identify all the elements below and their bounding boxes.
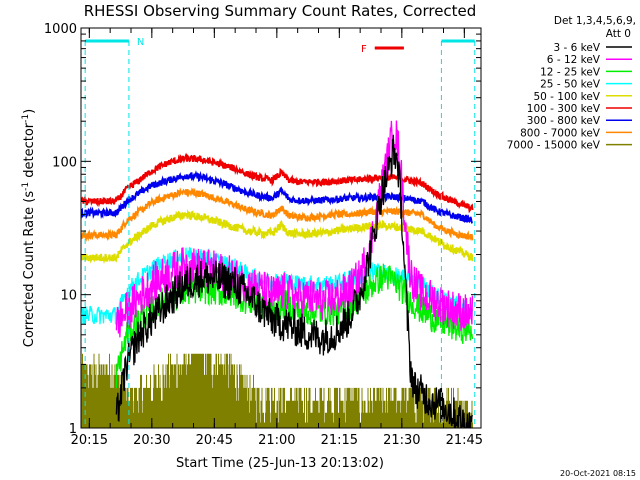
x-tick-label: 20:45 <box>196 433 233 448</box>
x-tick-label: 21:45 <box>446 433 483 448</box>
y-tick-label: 1 <box>69 422 77 437</box>
x-tick-label: 21:15 <box>321 433 358 448</box>
x-tick-label: 21:00 <box>258 433 295 448</box>
series-line-5 <box>81 152 474 214</box>
series-line-6 <box>81 170 474 224</box>
legend-detectors-line1: Det 1,3,4,5,6,9, <box>554 15 636 27</box>
x-tick-label: 20:15 <box>71 433 108 448</box>
x-tick-label: 20:30 <box>133 433 170 448</box>
legend-detectors-line2: Att 0 <box>606 28 631 40</box>
y-tick-label: 1000 <box>44 22 77 37</box>
legend-label-6: 300 - 800 keV <box>527 115 601 127</box>
series-line-0 <box>115 134 474 428</box>
y-tick-label: 100 <box>52 155 77 170</box>
x-axis-label: Start Time (25-Jun-13 20:13:02) <box>176 456 384 471</box>
legend-label-8: 7000 - 15000 keV <box>507 140 601 152</box>
y-axis-label-main: Corrected Count Rate (s <box>22 191 37 348</box>
y-axis-label-sup2: -1 <box>21 114 31 123</box>
timestamp: 20-Oct-2021 08:15 <box>560 469 636 478</box>
plot-frame <box>80 27 482 429</box>
x-axis-ticks: 20:15 20:30 20:45 21:00 21:15 21:30 21:45 <box>71 28 483 448</box>
y-axis-ticks: 1 10 100 1000 <box>44 22 481 437</box>
y-tick-label: 10 <box>60 289 77 304</box>
y-axis-label-sup1: -1 <box>21 182 31 191</box>
legend-label-5: 100 - 300 keV <box>527 103 601 115</box>
plot-area: NF <box>81 37 476 428</box>
x-tick-label: 21:30 <box>383 433 420 448</box>
series-line-3 <box>81 247 474 325</box>
night-label: N <box>137 37 144 48</box>
legend-label-3: 25 - 50 keV <box>540 79 601 91</box>
legend-label-2: 12 - 25 keV <box>540 66 601 78</box>
y-axis-label-mid: detector <box>22 122 37 182</box>
y-axis-label-end: ) <box>22 109 37 114</box>
series-line-4 <box>81 209 474 265</box>
legend-label-0: 3 - 6 keV <box>553 42 600 54</box>
series-group <box>81 120 474 428</box>
y-axis-label: Corrected Count Rate (s-1 detector-1) <box>21 109 37 347</box>
legend-label-1: 6 - 12 keV <box>547 54 601 66</box>
chart-title: RHESSI Observing Summary Count Rates, Co… <box>84 2 477 20</box>
series-line-7 <box>81 186 474 242</box>
flare-label: F <box>361 44 367 55</box>
legend-label-7: 800 - 7000 keV <box>520 127 601 139</box>
legend-label-4: 50 - 100 keV <box>533 91 600 103</box>
